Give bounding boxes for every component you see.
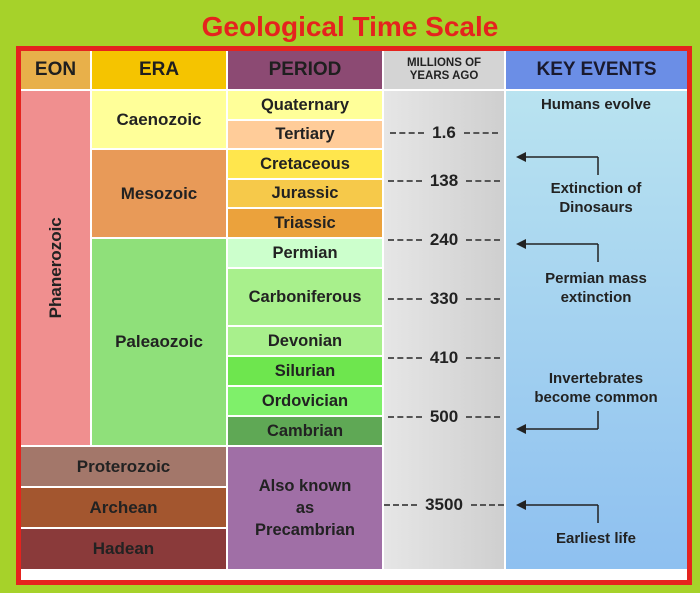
mya-value: 330	[429, 289, 459, 309]
eon-proterozoic: Proterozoic	[21, 447, 226, 486]
mya-1-6: 1.6	[384, 123, 504, 143]
mya-value: 500	[429, 407, 459, 427]
eon-archean: Archean	[21, 488, 226, 527]
header-key-events: KEY EVENTS	[506, 51, 687, 89]
header-mya-line1: MILLIONS OF	[406, 57, 482, 69]
period-tertiary: Tertiary	[228, 121, 382, 148]
mya-value: 1.6	[432, 123, 456, 143]
period-carboniferous: Carboniferous	[228, 269, 382, 325]
mya-value: 3500	[425, 495, 463, 515]
period-devonian: Devonian	[228, 327, 382, 355]
arrow-dinosaurs-icon	[516, 152, 599, 175]
header-era: ERA	[92, 51, 226, 89]
event-invert-line2: become common	[534, 389, 658, 406]
page-title: Geological Time Scale	[201, 11, 499, 42]
period-silurian: Silurian	[228, 357, 382, 385]
time-scale-table: EON ERA PERIOD MILLIONS OF YEARS AGO KEY…	[21, 51, 687, 580]
period-ordovician: Ordovician	[228, 387, 382, 415]
header-mya-line2: YEARS AGO	[409, 70, 479, 82]
event-invert-line1: Invertebrates	[548, 370, 644, 387]
event-earliest-life: Earliest life	[555, 530, 637, 547]
eon-hadean: Hadean	[21, 529, 226, 569]
event-permian-line2: extinction	[560, 289, 632, 306]
arrow-earliest-life-icon	[516, 500, 599, 523]
era-caenozoic: Caenozoic	[92, 91, 226, 148]
arrow-invertebrates-icon	[516, 411, 599, 434]
era-paleaozoic: Paleaozoic	[92, 239, 226, 445]
precambrian-line3: Precambrian	[255, 521, 355, 539]
mya-330: 330	[384, 289, 504, 309]
mya-value: 410	[429, 348, 459, 368]
event-dinosaur-line1: Extinction of	[550, 180, 642, 197]
era-mesozoic: Mesozoic	[92, 150, 226, 237]
period-jurassic: Jurassic	[228, 180, 382, 207]
eon-phanerozoic: Phanerozoic	[21, 91, 90, 445]
mya-138: 138	[384, 171, 504, 191]
event-extinction-dinosaurs: Extinction of Dinosaurs	[512, 179, 680, 217]
event-invertebrates: Invertebrates become common	[512, 369, 680, 407]
event-dinosaur-line2: Dinosaurs	[559, 199, 633, 216]
period-precambrian: Also known as Precambrian	[228, 447, 382, 569]
period-cambrian: Cambrian	[228, 417, 382, 445]
precambrian-line2: as	[295, 499, 315, 517]
event-permian-extinction: Permian mass extinction	[512, 269, 680, 307]
mya-column: 1.6 138 240 330 410 500 3500	[384, 91, 504, 569]
precambrian-line1: Also known	[258, 477, 352, 495]
event-permian-line1: Permian mass	[545, 270, 647, 287]
mya-500: 500	[384, 407, 504, 427]
header-millions-of-years: MILLIONS OF YEARS AGO	[384, 51, 504, 89]
mya-410: 410	[384, 348, 504, 368]
header-period: PERIOD	[228, 51, 382, 89]
mya-value: 138	[429, 171, 459, 191]
period-quaternary: Quaternary	[228, 91, 382, 119]
period-cretaceous: Cretaceous	[228, 150, 382, 178]
period-triassic: Triassic	[228, 209, 382, 237]
mya-value: 240	[429, 230, 459, 250]
arrow-permian-icon	[516, 239, 599, 262]
mya-240: 240	[384, 230, 504, 250]
eon-phanerozoic-label: Phanerozoic	[45, 217, 65, 319]
mya-3500: 3500	[384, 495, 504, 515]
events-column: Humans evolve Extinction of Dinosaurs Pe…	[506, 91, 687, 569]
period-permian: Permian	[228, 239, 382, 267]
header-eon: EON	[21, 51, 90, 89]
event-humans-evolve: Humans evolve	[540, 96, 652, 113]
